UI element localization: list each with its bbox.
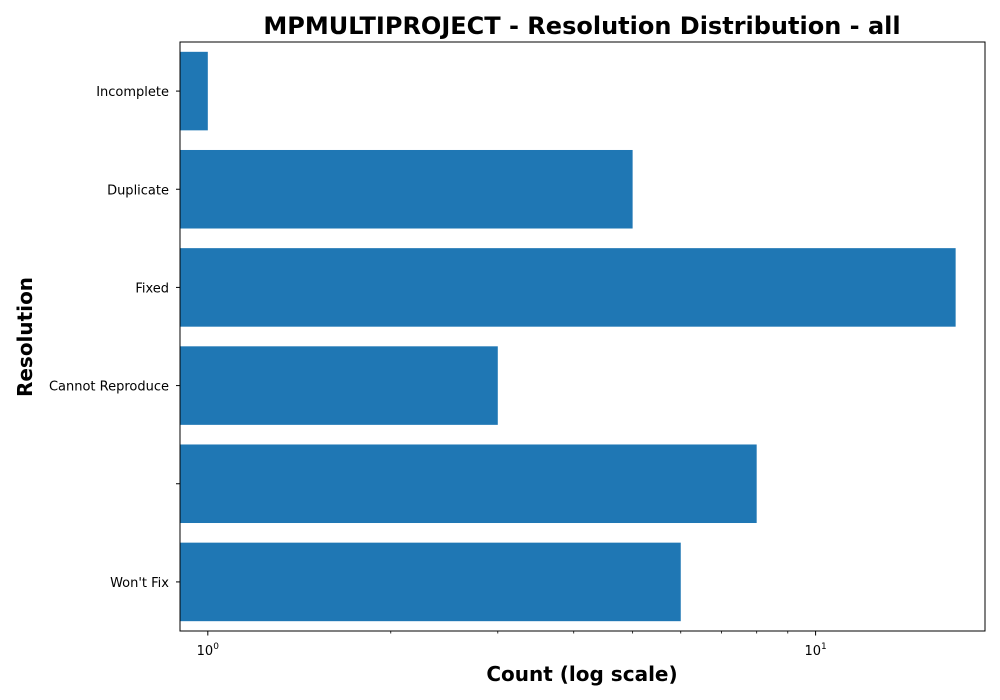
- bar: [180, 346, 498, 425]
- bar: [180, 248, 956, 327]
- y-tick-label: Cannot Reproduce: [49, 380, 169, 395]
- y-axis-label: Resolution: [13, 277, 37, 397]
- bar: [180, 51, 208, 131]
- bars-group: [180, 51, 956, 622]
- y-axis-ticks: Incomplete Duplicate Fixed Cannot Reproduce…: [49, 85, 180, 591]
- x-axis-ticks: 100 101: [197, 631, 827, 659]
- bar: [180, 149, 633, 229]
- x-tick-exponent: 0: [213, 642, 219, 652]
- y-tick-label: Incomplete: [96, 85, 169, 100]
- x-tick-base: 10: [804, 644, 821, 659]
- x-tick-label: 100: [197, 642, 220, 659]
- x-tick-label: 101: [804, 642, 826, 659]
- y-tick-label: Fixed: [135, 281, 169, 296]
- x-axis-label: Count (log scale): [486, 662, 677, 686]
- plot-frame: [179, 41, 986, 632]
- bar: [180, 542, 681, 622]
- bar: [180, 444, 757, 524]
- chart-title: MPMULTIPROJECT - Resolution Distribution…: [263, 12, 900, 40]
- x-tick-exponent: 1: [821, 642, 827, 652]
- y-tick-label: Duplicate: [107, 183, 169, 198]
- x-tick-base: 10: [197, 644, 214, 659]
- y-tick-label: Won't Fix: [110, 576, 169, 591]
